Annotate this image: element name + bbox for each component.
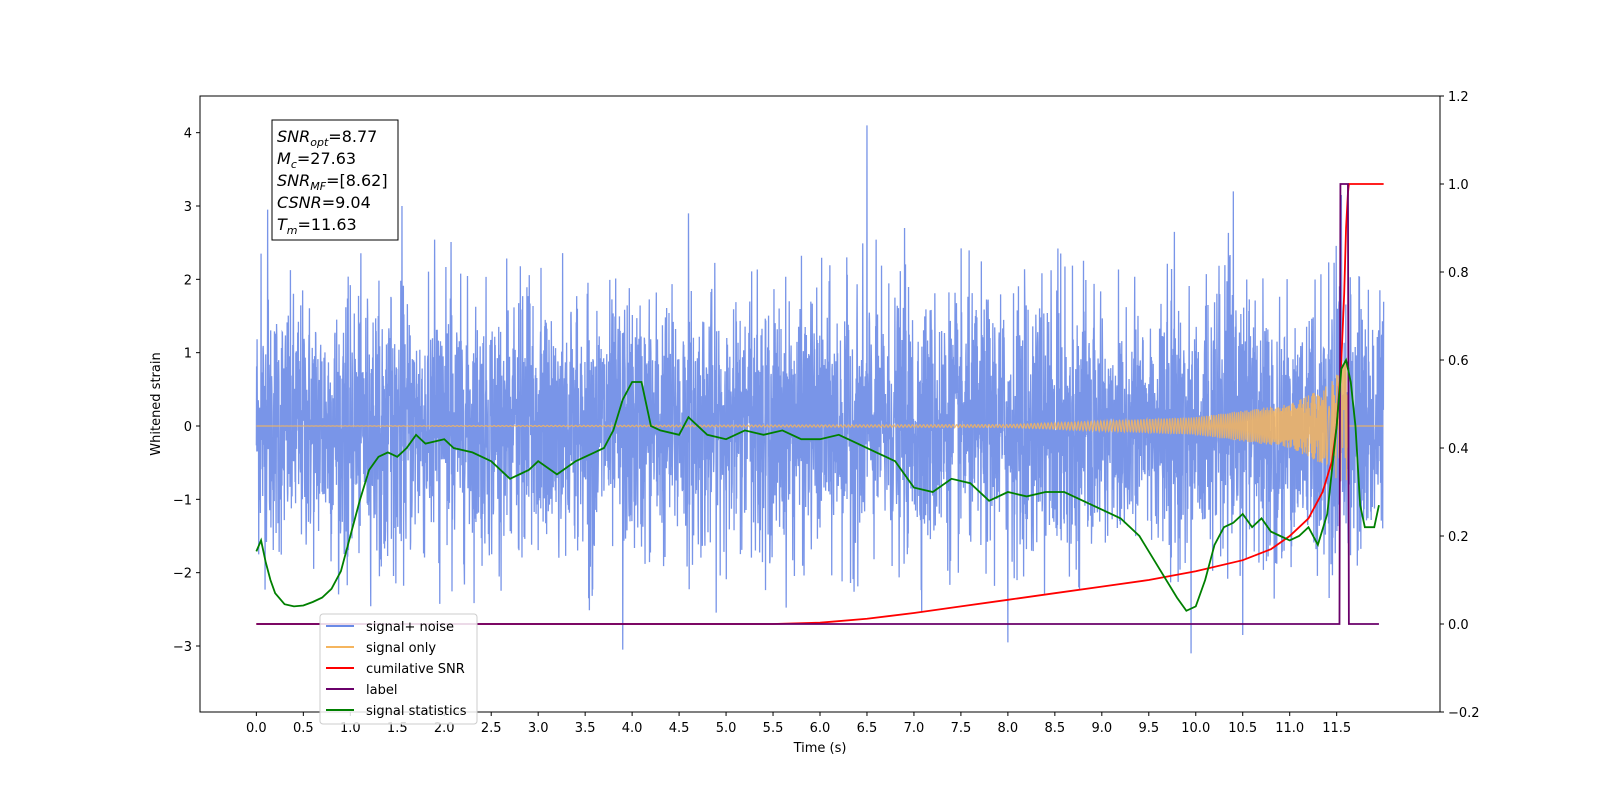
x-tick-label: 10.5	[1228, 721, 1257, 736]
x-tick-label: 5.0	[716, 721, 737, 736]
annotation-value: =9.04	[322, 193, 371, 212]
y2-tick-label: 1.2	[1448, 90, 1469, 105]
y2-tick-label: −0.2	[1448, 706, 1480, 721]
x-tick-label: 7.0	[904, 721, 925, 736]
y-axis-right: 1.2 1.0 0.8 0.6 0.4 0.2 0.0 −0.2	[1440, 90, 1480, 721]
x-tick-label: 7.5	[951, 721, 972, 736]
annotation-value: =11.63	[298, 215, 357, 234]
x-tick-label: 9.0	[1091, 721, 1112, 736]
x-tick-label: 9.5	[1138, 721, 1159, 736]
x-axis-label: Time (s)	[793, 741, 847, 756]
x-tick-label: 6.5	[857, 721, 878, 736]
x-tick-label: 3.5	[575, 721, 596, 736]
series-label-line	[256, 183, 1379, 625]
x-tick-label: 5.5	[763, 721, 784, 736]
y2-tick-label: 0.2	[1448, 530, 1469, 545]
x-tick-label: 1.5	[387, 721, 408, 736]
annotation-line: SNRopt=8.77	[277, 127, 377, 149]
x-tick-label: 3.0	[528, 721, 549, 736]
x-tick-label: 11.0	[1275, 721, 1304, 736]
annotation-symbol: SNR	[277, 171, 310, 190]
legend-label: signal statistics	[366, 704, 467, 719]
annotation-subscript: m	[287, 224, 298, 237]
annotation-line: SNRMF=[8.62]	[277, 171, 388, 193]
legend-frame	[319, 613, 478, 725]
annotation-symbol: SNR	[277, 127, 310, 146]
series-signal-statistics-line	[255, 357, 1380, 612]
x-axis: 0.0 0.5 1.0 1.5 2.0 2.5 3.0 3.5 4.0 4.5 5.0 5.5 6.0 6…	[246, 712, 1351, 736]
y-tick-label: 3	[184, 200, 192, 215]
x-tick-label: 11.5	[1322, 721, 1351, 736]
annotation-value: =27.63	[297, 149, 356, 168]
annotation-value: =[8.62]	[326, 171, 388, 190]
plot-content	[255, 125, 1385, 654]
y-axis-label: Whitened strain	[149, 352, 164, 455]
annotation-line: CSNR=9.04	[277, 193, 371, 212]
y-axis-left: 4 3 2 1 0 −1 −2 −3	[173, 127, 200, 655]
legend-label: cumilative SNR	[366, 662, 465, 677]
x-tick-label: 10.0	[1181, 721, 1210, 736]
annotation-box: SNRopt=8.77Mc=27.63SNRMF=[8.62]CSNR=9.04…	[271, 119, 399, 241]
x-tick-label: 0.0	[246, 721, 267, 736]
y-tick-label: 0	[184, 420, 192, 435]
y-tick-label: −2	[173, 567, 192, 582]
annotation-subscript: opt	[310, 136, 329, 149]
legend-label: signal only	[366, 641, 436, 656]
annotation-value: =8.77	[328, 127, 377, 146]
y-tick-label: −1	[173, 493, 192, 508]
x-tick-label: 0.5	[293, 721, 314, 736]
x-tick-label: 8.5	[1045, 721, 1066, 736]
legend-label: label	[366, 683, 397, 698]
legend-label: signal+ noise	[366, 620, 454, 635]
x-tick-label: 2.5	[481, 721, 502, 736]
x-tick-label: 1.0	[340, 721, 361, 736]
annotation-symbol: T	[277, 215, 288, 234]
y2-tick-label: 1.0	[1448, 178, 1469, 193]
x-tick-label: 8.0	[998, 721, 1019, 736]
x-tick-label: 2.0	[434, 721, 455, 736]
y2-tick-label: 0.6	[1448, 354, 1469, 369]
x-tick-label: 4.0	[622, 721, 643, 736]
y-tick-label: 1	[184, 347, 192, 362]
x-tick-label: 6.0	[810, 721, 831, 736]
y2-tick-label: 0.4	[1448, 442, 1469, 457]
series-cumulative-snr-line	[256, 183, 1384, 625]
annotation-subscript: c	[291, 158, 297, 171]
series-signal-only-line	[256, 360, 1384, 482]
legend: signal+ noise signal only cumilative SNR la…	[319, 613, 478, 725]
annotation-line: Mc=27.63	[277, 149, 356, 171]
series-signal-noise-line	[255, 125, 1385, 654]
annotation-subscript: MF	[310, 180, 326, 193]
annotation-symbol: M	[277, 149, 291, 168]
y-tick-label: 2	[184, 273, 192, 288]
y2-tick-label: 0.0	[1448, 618, 1469, 633]
x-tick-label: 4.5	[669, 721, 690, 736]
y2-tick-label: 0.8	[1448, 266, 1469, 281]
annotation-frame	[271, 119, 399, 241]
y-tick-label: 4	[184, 127, 192, 142]
y-tick-label: −3	[173, 640, 192, 655]
annotation-line: Tm=11.63	[277, 215, 357, 237]
annotation-symbol: CSNR	[277, 193, 322, 212]
